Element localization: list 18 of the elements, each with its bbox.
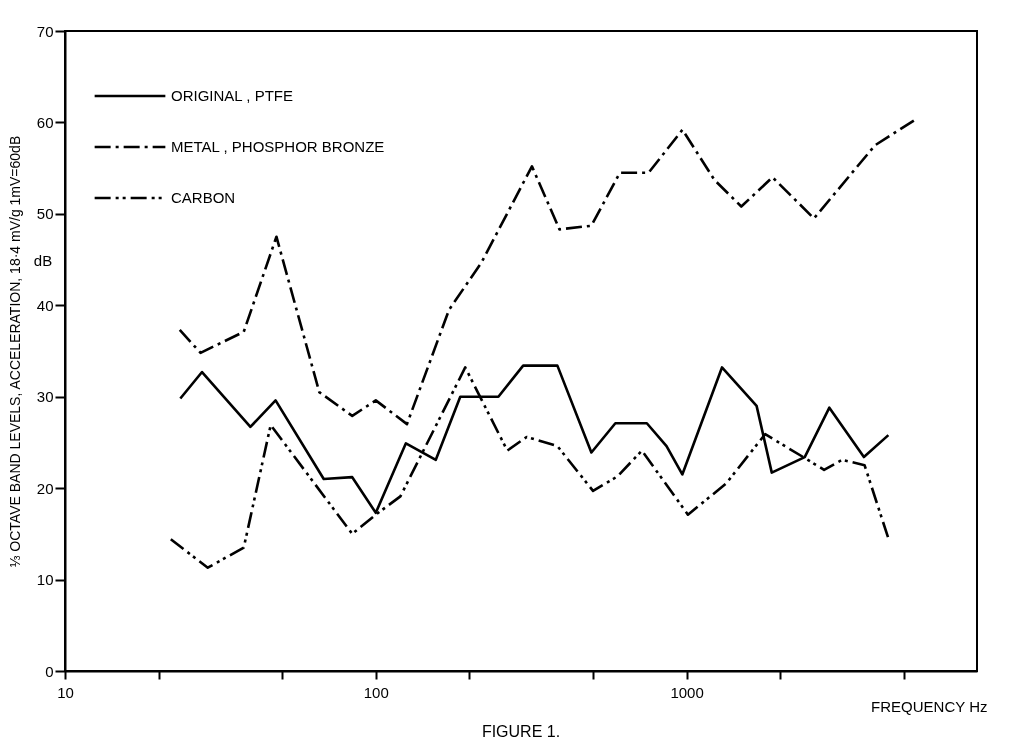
text: FIGURE 1. bbox=[481, 723, 561, 740]
x-tick-label: 10 bbox=[57, 683, 74, 701]
x-axis-title: FREQUENCY Hz bbox=[871, 697, 988, 715]
y-axis-title: ⅓ OCTAVE BAND LEVELS, ACCELERATION, 18·4 mV/g 1mV=60dB bbox=[6, 135, 23, 568]
x-tick-label: 1000 bbox=[670, 683, 704, 701]
y-tick-label: 50 bbox=[36, 205, 54, 223]
y-tick-label: 70 bbox=[36, 22, 54, 40]
x-tick-label: 100 bbox=[363, 683, 389, 701]
legend-label: METAL , PHOSPHOR BRONZE bbox=[171, 138, 385, 155]
y-tick-label: 0 bbox=[45, 662, 54, 680]
y-tick-label: 20 bbox=[36, 479, 54, 497]
legend-label: CARBON bbox=[171, 189, 236, 206]
y-tick-label: 40 bbox=[36, 296, 54, 314]
text: dB bbox=[33, 252, 53, 270]
y-tick-label: 10 bbox=[36, 571, 54, 589]
y-tick-label: 60 bbox=[36, 113, 54, 131]
y-tick-label: 30 bbox=[36, 388, 54, 406]
legend-label: ORIGINAL , PTFE bbox=[171, 87, 293, 104]
